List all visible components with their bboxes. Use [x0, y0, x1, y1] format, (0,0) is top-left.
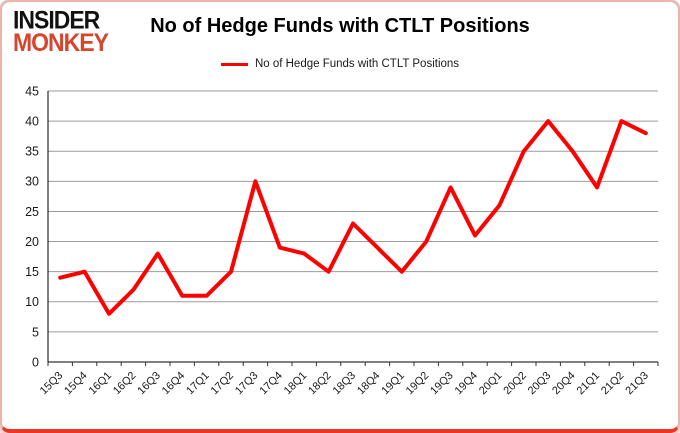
x-tick-label: 16Q3 [135, 370, 163, 398]
y-tick-label: 15 [25, 265, 39, 279]
x-tick-label: 21Q3 [623, 370, 651, 398]
x-tick-label: 18Q3 [331, 370, 359, 398]
x-tick-label: 21Q1 [575, 370, 603, 398]
x-tick-label: 18Q1 [282, 370, 310, 398]
x-tick-label: 19Q4 [453, 370, 481, 398]
x-tick-label: 17Q1 [184, 370, 212, 398]
x-tick-label: 16Q4 [160, 370, 188, 398]
chart-legend: No of Hedge Funds with CTLT Positions [2, 58, 678, 70]
x-tick-label: 20Q2 [501, 370, 529, 398]
y-tick-label: 40 [25, 114, 39, 128]
logo-insider-text: INSIDER [13, 5, 100, 34]
x-tick-label: 17Q3 [233, 370, 261, 398]
legend-line-swatch [220, 62, 248, 66]
x-tick-label: 19Q1 [379, 370, 407, 398]
x-tick-label: 16Q1 [87, 370, 115, 398]
chart-title: No of Hedge Funds with CTLT Positions [150, 15, 530, 37]
y-tick-label: 5 [32, 325, 39, 339]
x-tick-label: 19Q2 [404, 370, 432, 398]
x-tick-label: 20Q3 [526, 370, 554, 398]
y-tick-label: 45 [25, 84, 39, 98]
insider-monkey-logo: INSIDER MONKEY [13, 5, 109, 57]
x-tick-label: 15Q4 [62, 370, 90, 398]
y-tick-label: 30 [25, 175, 39, 189]
x-tick-label: 17Q4 [257, 370, 285, 398]
x-tick-label: 20Q4 [550, 370, 578, 398]
x-tick-label: 15Q3 [38, 370, 66, 398]
y-tick-label: 10 [25, 295, 39, 309]
x-tick-label: 19Q3 [428, 370, 456, 398]
y-tick-label: 25 [25, 205, 39, 219]
y-tick-label: 0 [32, 355, 39, 369]
x-tick-label: 17Q2 [209, 370, 237, 398]
x-tick-label: 20Q1 [477, 370, 505, 398]
series-line [58, 119, 648, 316]
x-tick-label: 16Q2 [111, 370, 139, 398]
x-tick-label: 21Q2 [599, 370, 627, 398]
x-tick-label: 18Q2 [306, 370, 334, 398]
logo-monkey-text: MONKEY [13, 28, 109, 57]
y-tick-label: 20 [25, 235, 39, 249]
x-tick-label: 18Q4 [355, 370, 383, 398]
y-tick-label: 35 [25, 145, 39, 159]
legend-label: No of Hedge Funds with CTLT Positions [254, 58, 460, 70]
